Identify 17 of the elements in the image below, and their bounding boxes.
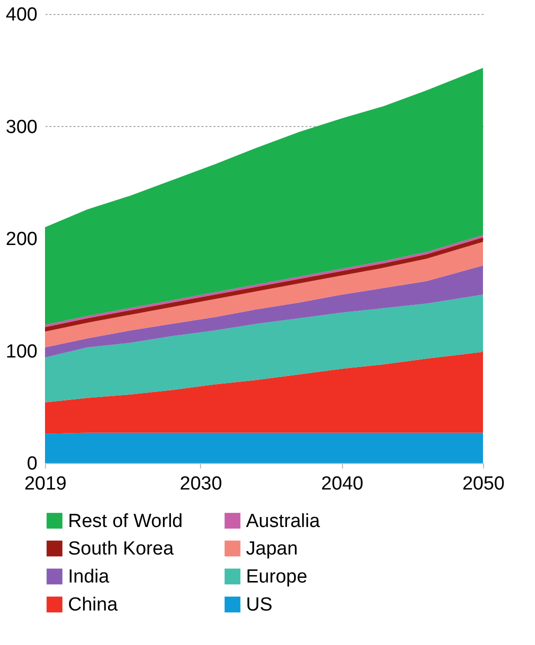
- x-tick-label: 2019: [24, 474, 67, 494]
- y-tick-label: 0: [26, 454, 38, 474]
- x-tick-label: 2050: [462, 474, 505, 494]
- y-tick-label: 400: [6, 4, 38, 26]
- legend-label: Rest of World: [68, 510, 183, 532]
- y-tick-label: 100: [6, 341, 38, 362]
- legend-label: India: [68, 566, 110, 588]
- legend-label: US: [246, 594, 272, 616]
- legend-label: Australia: [246, 510, 320, 532]
- legend-label: China: [68, 594, 118, 616]
- y-tick-label: 300: [6, 116, 38, 138]
- y-tick-label: 200: [6, 229, 38, 250]
- x-tick-label: 2030: [180, 474, 222, 494]
- legend-label: Europe: [246, 566, 308, 588]
- x-tick-label: 2040: [321, 474, 364, 494]
- legend-label: South Korea: [68, 538, 174, 560]
- legend-label: Japan: [246, 538, 298, 560]
